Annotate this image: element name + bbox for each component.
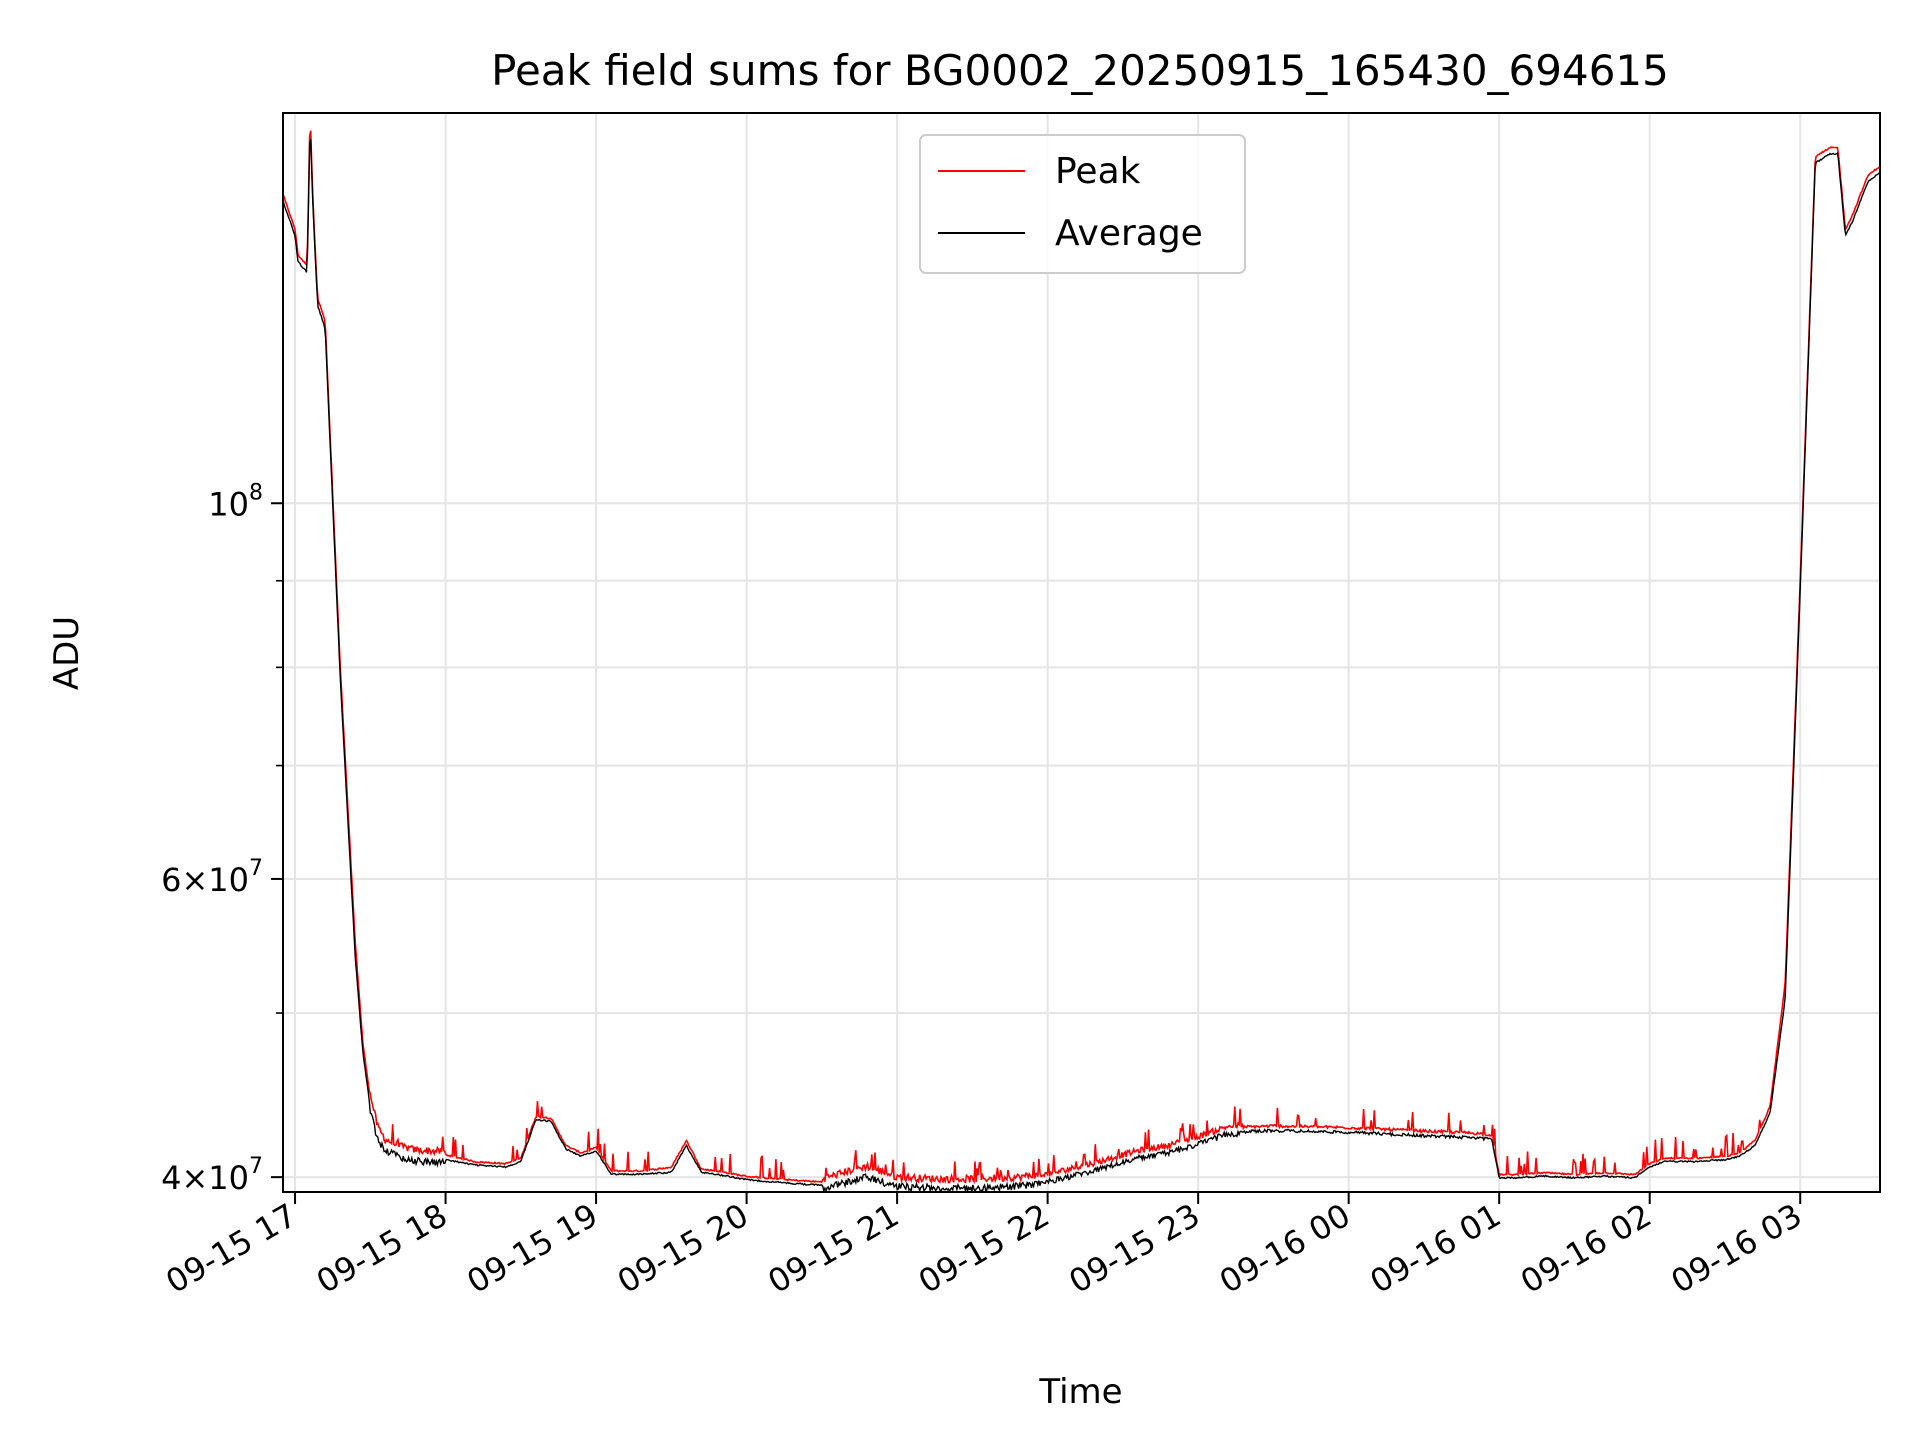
- legend: Peak Average: [919, 134, 1246, 274]
- plot-area: [283, 130, 1880, 1192]
- y-tick-label: 6×107: [161, 856, 263, 899]
- y-tick-label: 4×107: [161, 1154, 263, 1197]
- series-line-peak: [283, 130, 1880, 1185]
- chart-title: Peak field sums for BG0002_20250915_1654…: [491, 46, 1669, 95]
- y-axis: 4×107 6×107 108: [161, 480, 283, 1197]
- legend-box: [919, 134, 1246, 274]
- series-line-average: [283, 139, 1880, 1192]
- grid: [283, 113, 1880, 1192]
- axes-frame: [282, 112, 1881, 1193]
- x-axis-label: Time: [1038, 1372, 1122, 1412]
- legend-average-label: Average: [1055, 213, 1203, 254]
- y-axis-label: ADU: [47, 616, 87, 690]
- legend-peak-label: Peak: [1055, 151, 1141, 192]
- y-tick-label: 108: [208, 480, 263, 523]
